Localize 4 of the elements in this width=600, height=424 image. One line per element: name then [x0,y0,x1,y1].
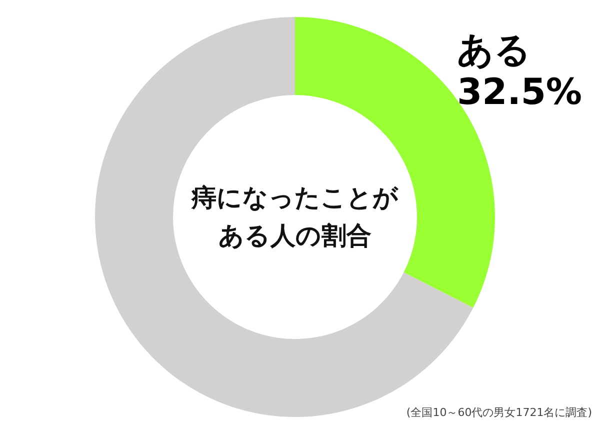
slice-label: ある [457,30,532,72]
text: 痔になったことがある人の割合 [190,182,400,252]
text: (全国10～60代の男女1721名に調査) [406,405,592,420]
data-label: 32.5% [457,72,582,114]
